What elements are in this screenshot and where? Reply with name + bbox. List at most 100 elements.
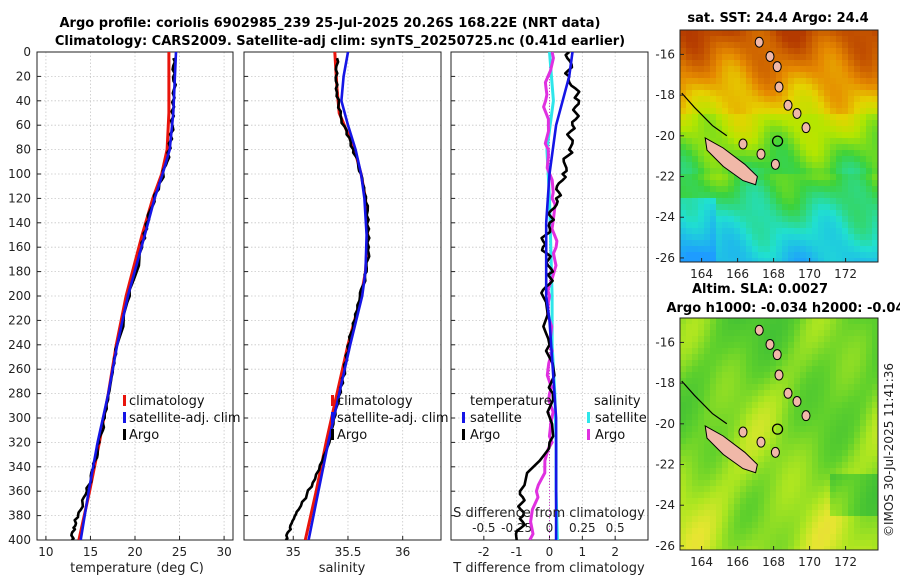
map-cell xyxy=(800,120,807,127)
map-cell xyxy=(740,348,747,355)
map-cell xyxy=(782,366,789,373)
map-cell xyxy=(776,144,783,151)
map-cell xyxy=(824,450,831,457)
map-cell xyxy=(788,240,795,247)
map-cell xyxy=(806,360,813,367)
map-cell xyxy=(716,408,723,415)
map-cell xyxy=(812,498,819,505)
map-cell xyxy=(806,426,813,433)
map-cell xyxy=(770,150,777,157)
map-cell xyxy=(824,102,831,109)
map-cell xyxy=(752,480,759,487)
map-cell xyxy=(860,156,867,163)
map-cell xyxy=(872,90,878,97)
map-cell xyxy=(812,60,819,67)
map-cell xyxy=(764,444,771,451)
map-cell xyxy=(716,342,723,349)
map-cell xyxy=(848,168,855,175)
map-cell xyxy=(788,516,795,523)
map-cell xyxy=(806,504,813,511)
map-cell xyxy=(788,510,795,517)
map-cell xyxy=(854,252,861,259)
map-cell xyxy=(758,354,765,361)
map-cell xyxy=(704,456,711,463)
map-x-tick-label: 166 xyxy=(726,555,749,569)
map-cell xyxy=(752,402,759,409)
map-cell xyxy=(692,402,699,409)
map-cell xyxy=(812,258,819,262)
map-cell xyxy=(872,186,878,193)
map-cell xyxy=(812,456,819,463)
map-cell xyxy=(686,360,693,367)
map-cell xyxy=(734,420,741,427)
map-cell xyxy=(704,480,711,487)
map-cell xyxy=(800,168,807,175)
map-cell xyxy=(740,372,747,379)
map-cell xyxy=(800,258,807,262)
map-cell xyxy=(758,138,765,145)
map-cell xyxy=(698,468,705,475)
map-cell xyxy=(794,240,801,247)
map-cell xyxy=(770,222,777,229)
map-cell xyxy=(680,504,687,511)
map-cell xyxy=(854,468,861,475)
map-cell xyxy=(704,318,711,325)
map-cell xyxy=(716,462,723,469)
map-cell xyxy=(818,210,825,217)
map-cell xyxy=(794,492,801,499)
map-cell xyxy=(692,240,699,247)
map-cell xyxy=(734,426,741,433)
map-cell xyxy=(854,318,861,325)
map-cell xyxy=(710,474,717,481)
map-cell xyxy=(752,126,759,133)
map-cell xyxy=(710,198,717,205)
map-cell xyxy=(854,108,861,115)
map-cell xyxy=(794,486,801,493)
map-cell xyxy=(680,516,687,523)
map-cell xyxy=(806,204,813,211)
map-cell xyxy=(746,324,753,331)
map-cell xyxy=(692,174,699,181)
map-cell xyxy=(758,258,765,262)
map-cell xyxy=(860,84,867,91)
map-cell xyxy=(842,192,849,199)
map-cell xyxy=(734,174,741,181)
map-cell xyxy=(710,480,717,487)
map-cell xyxy=(752,516,759,523)
map-cell xyxy=(680,348,687,355)
map-cell xyxy=(866,318,873,325)
map-cell xyxy=(752,222,759,229)
map-cell xyxy=(764,168,771,175)
map-cell xyxy=(860,78,867,85)
map-cell xyxy=(710,342,717,349)
map-cell xyxy=(710,402,717,409)
map-cell xyxy=(740,186,747,193)
map-cell xyxy=(818,336,825,343)
map-cell xyxy=(818,318,825,325)
map-cell xyxy=(848,198,855,205)
map-cell xyxy=(872,150,878,157)
map-cell xyxy=(788,318,795,325)
map-cell xyxy=(680,342,687,349)
map-cell xyxy=(824,432,831,439)
map-cell xyxy=(758,492,765,499)
map-cell xyxy=(746,540,753,547)
salinity-satellite-line xyxy=(307,52,368,540)
map-cell xyxy=(824,48,831,55)
map-cell xyxy=(686,504,693,511)
map-cell xyxy=(680,480,687,487)
map-cell xyxy=(734,216,741,223)
map-cell xyxy=(848,486,855,493)
map-cell xyxy=(866,168,873,175)
map-cell xyxy=(818,330,825,337)
map-cell xyxy=(824,360,831,367)
map-cell xyxy=(716,534,723,541)
map-cell xyxy=(824,42,831,49)
map-cell xyxy=(860,210,867,217)
map-cell xyxy=(806,444,813,451)
map-cell xyxy=(818,102,825,109)
map-cell xyxy=(722,408,729,415)
map-cell xyxy=(800,180,807,187)
map-cell xyxy=(698,234,705,241)
map-cell xyxy=(800,528,807,535)
